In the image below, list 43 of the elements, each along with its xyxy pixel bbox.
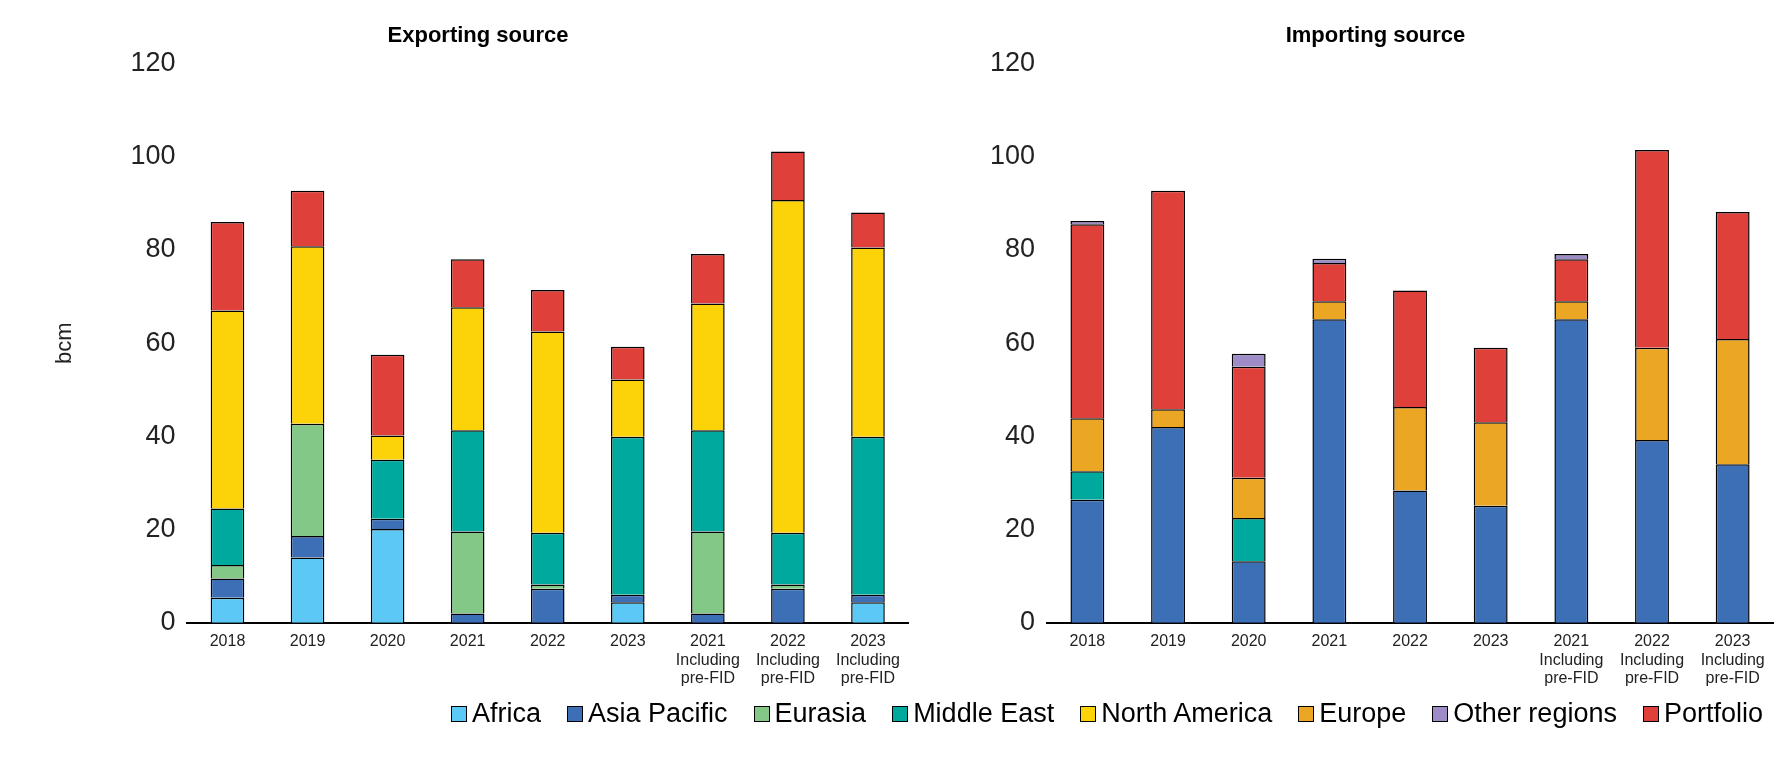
y-tick-label: 100 — [989, 140, 1036, 171]
x-tick-label: 2023 Including pre-FID — [835, 632, 900, 687]
x-tick-label: 2021 — [1311, 632, 1348, 650]
x-tick-label: 2022 — [529, 632, 566, 650]
legend-label: Africa — [471, 698, 542, 729]
x-tick-label: 2018 — [209, 632, 246, 650]
x-tick-label: 2022 — [1392, 632, 1428, 650]
x-tick-label: 2018 — [1069, 632, 1106, 650]
x-tick-label: 2022 Including pre-FID — [1619, 632, 1685, 687]
x-tick-label: 2021 — [449, 632, 486, 650]
y-tick-label: 120 — [130, 46, 176, 77]
y-tick-label: 20 — [1005, 513, 1036, 544]
y-tick-label: 0 — [160, 606, 176, 637]
legend-label: Other regions — [1453, 698, 1617, 729]
y-tick-label: 80 — [1005, 233, 1036, 264]
x-tick-label: 2023 — [609, 632, 646, 650]
y-axis-title: bcm — [51, 322, 77, 364]
chart-title: Exporting source — [387, 22, 569, 48]
chart-title: Importing source — [1285, 22, 1466, 48]
legend-label: North America — [1101, 698, 1273, 729]
x-tick-label: 2019 — [289, 632, 326, 650]
x-tick-label: 2020 — [1230, 632, 1267, 650]
x-tick-label: 2023 — [1472, 632, 1509, 650]
legend-label: Middle East — [913, 698, 1055, 729]
legend-label: Asia Pacific — [588, 698, 728, 729]
y-tick-label: 60 — [1005, 326, 1036, 357]
y-tick-label: 120 — [989, 46, 1036, 77]
legend-label: Portfolio — [1663, 698, 1763, 729]
legend-label: Europe — [1319, 698, 1407, 729]
y-tick-label: 20 — [145, 513, 176, 544]
x-tick-label: 2021 Including pre-FID — [675, 632, 740, 687]
y-tick-label: 40 — [145, 419, 176, 450]
y-tick-label: 100 — [130, 140, 176, 171]
x-tick-label: 2023 Including pre-FID — [1700, 632, 1765, 687]
x-tick-label: 2021 Including pre-FID — [1539, 632, 1604, 687]
y-tick-label: 0 — [1020, 606, 1036, 637]
y-tick-label: 60 — [145, 326, 176, 357]
legend-label: Eurasia — [774, 698, 867, 729]
x-tick-label: 2022 Including pre-FID — [755, 632, 820, 687]
x-tick-label: 2019 — [1150, 632, 1186, 650]
y-tick-label: 80 — [145, 233, 176, 264]
x-tick-label: 2020 — [369, 632, 406, 650]
y-tick-label: 40 — [1005, 419, 1036, 450]
